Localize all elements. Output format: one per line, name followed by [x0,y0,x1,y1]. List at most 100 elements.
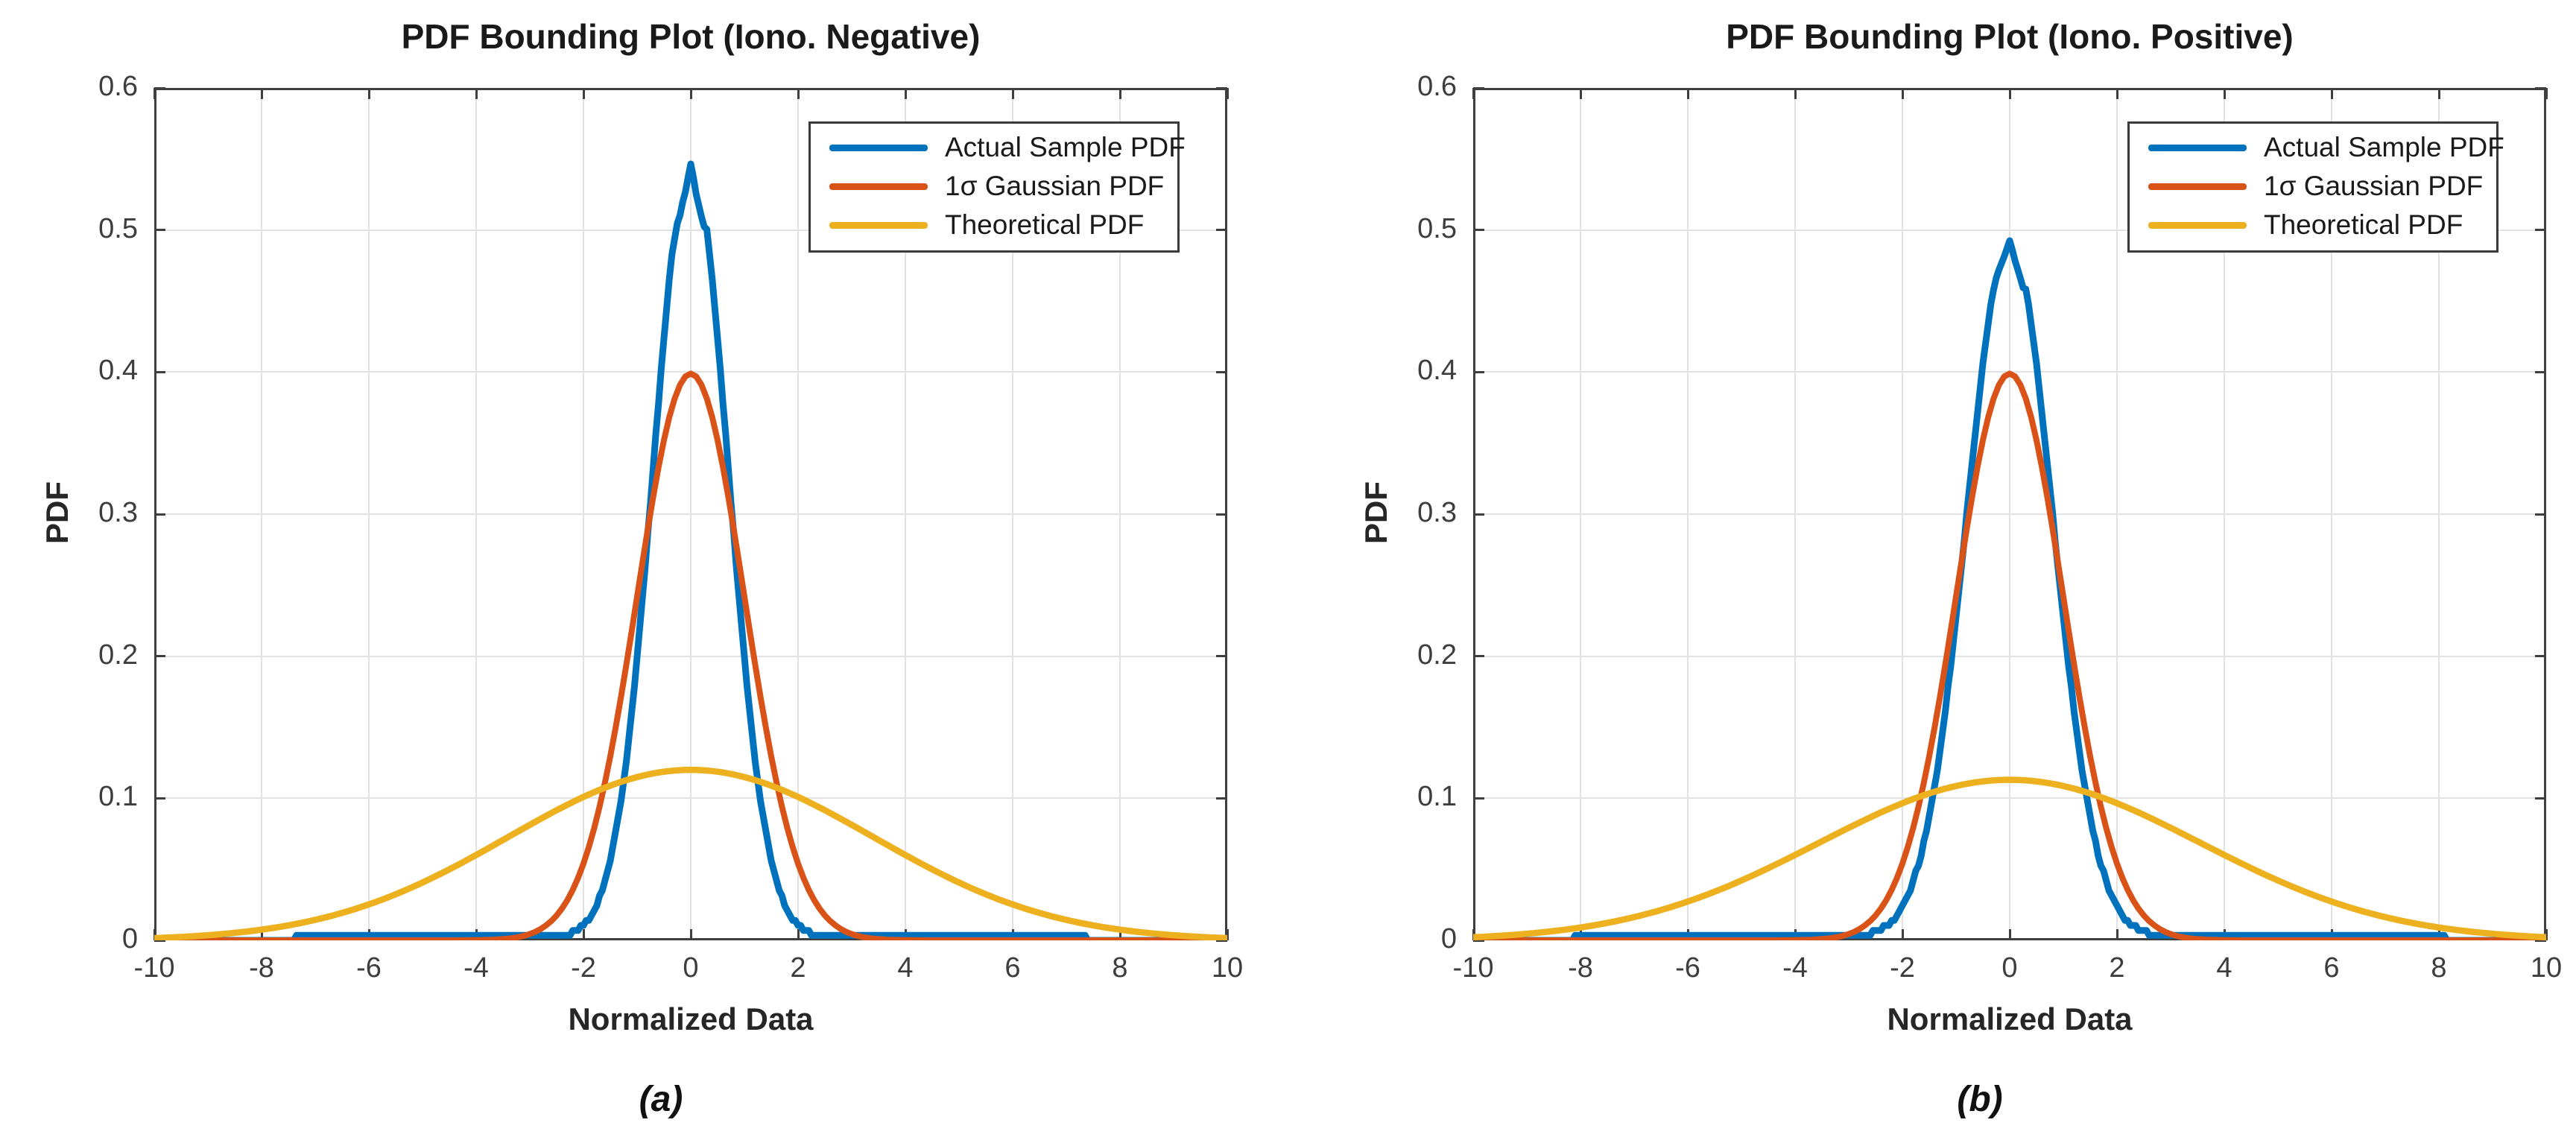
gridline-y-0.5 [1473,229,2546,231]
curve-1-gaussian-pdf [154,370,1227,940]
tick-top--2 [582,88,585,99]
tick-left-0 [154,939,165,942]
tick-left-0.4 [154,370,165,373]
plot-title: PDF Bounding Plot (Iono. Negative) [401,17,981,56]
y-tick-label: 0.1 [98,781,138,813]
gridline-y-0.1 [154,797,1227,800]
tick-top-10 [2545,88,2548,99]
x-tick-label: 10 [2530,952,2563,984]
gridline-y-0.3 [1473,513,2546,515]
tick-left-0 [1473,939,1484,942]
curves-layer [1473,237,2546,940]
tick-bottom-0 [2008,929,2011,940]
tick-bottom-10 [1226,929,1229,940]
legend-item-label: 1σ Gaussian PDF [2264,171,2484,201]
y-tick-label: 0.6 [1417,71,1457,102]
tick-top--8 [260,88,263,99]
legend-box: Actual Sample PDF 1σ Gaussian PDF Theoreti… [2127,121,2504,253]
tick-top--10 [1472,88,1475,99]
legend-line-sample [829,183,928,190]
tick-bottom--8 [260,929,263,940]
tick-left-0.3 [1473,513,1484,516]
tick-top--10 [153,88,156,99]
y-tick-label: 0.3 [1417,497,1457,528]
tick-bottom--10 [153,929,156,940]
tick-right-0.1 [2535,797,2546,800]
tick-top-6 [1011,88,1014,99]
x-tick-label: -10 [133,952,175,984]
x-tick-label: -2 [1890,952,1915,984]
tick-left-0.2 [1473,655,1484,658]
tick-bottom--2 [1901,929,1904,940]
legend-item: 1σ Gaussian PDF [811,170,1177,203]
x-axis-label: Normalized Data [568,1001,814,1036]
tick-bottom-10 [2545,929,2548,940]
x-tick-label: -10 [1452,952,1494,984]
tick-right-0.2 [2535,655,2546,658]
gridline-y-0.3 [154,513,1227,515]
y-tick-label: 0.5 [1417,212,1457,244]
tick-left-0.2 [154,655,165,658]
x-tick-label: 0 [683,952,699,984]
tick-left-0.5 [1473,229,1484,232]
x-tick-label: -4 [463,952,489,984]
tick-right-0 [1216,939,1227,942]
tick-top-0 [2008,88,2011,99]
x-tick-label: -8 [1568,952,1593,984]
y-tick-label: 0.6 [98,71,138,102]
y-tick-label: 0.1 [1417,781,1457,813]
legend-item: Theoretical PDF [811,209,1177,241]
x-tick-label: 6 [1004,952,1021,984]
x-tick-label: -4 [1782,952,1808,984]
tick-bottom-2 [797,929,800,940]
tick-left-0.6 [154,86,165,89]
tick-right-0.4 [2535,370,2546,373]
x-axis-label: Normalized Data [1887,1001,2133,1036]
curve-actual-sample-pdf [154,160,1227,940]
curves-layer [154,160,1227,940]
tick-left-0.3 [154,513,165,516]
tick-top-4 [904,88,907,99]
y-tick-label: 0 [121,923,138,955]
tick-right-0 [2535,939,2546,942]
x-tick-label: 4 [2216,952,2232,984]
tick-left-0.5 [154,229,165,232]
tick-right-0.3 [1216,513,1227,516]
legend-item-label: Actual Sample PDF [945,132,1186,162]
tick-top--4 [1794,88,1797,99]
tick-right-0.6 [1216,86,1227,89]
tick-top--4 [475,88,478,99]
curve-theoretical-pdf [154,766,1227,940]
gridline-y-0.5 [154,229,1227,231]
x-tick-label: -8 [249,952,274,984]
tick-bottom-2 [2115,929,2118,940]
tick-top-2 [797,88,800,99]
tick-right-0.5 [2535,229,2546,232]
tick-top-0 [689,88,692,99]
y-tick-label: 0.4 [1417,355,1457,387]
tick-right-0.2 [1216,655,1227,658]
gridline-y-0.2 [1473,655,2546,657]
tick-right-0.5 [1216,229,1227,232]
x-tick-label: 0 [2001,952,2018,984]
subfigure-caption: (b) [1957,1080,2003,1119]
tick-top--2 [1901,88,1904,99]
x-tick-label: 8 [1112,952,1128,984]
y-tick-label: 0 [1440,923,1457,955]
tick-top-8 [1118,88,1121,99]
tick-top-2 [2115,88,2118,99]
tick-top--6 [1686,88,1689,99]
gridline-y-0.1 [1473,797,2546,800]
tick-left-0.4 [1473,370,1484,373]
tick-top-10 [1226,88,1229,99]
legend-item: Theoretical PDF [2130,209,2496,241]
legend-item-label: 1σ Gaussian PDF [945,171,1165,201]
legend-line-sample [2148,183,2247,190]
legend-item-label: Theoretical PDF [945,209,1145,240]
tick-top-4 [2223,88,2226,99]
tick-right-0.1 [1216,797,1227,800]
legend-line-sample [829,222,928,229]
curve-actual-sample-pdf [1473,237,2546,940]
